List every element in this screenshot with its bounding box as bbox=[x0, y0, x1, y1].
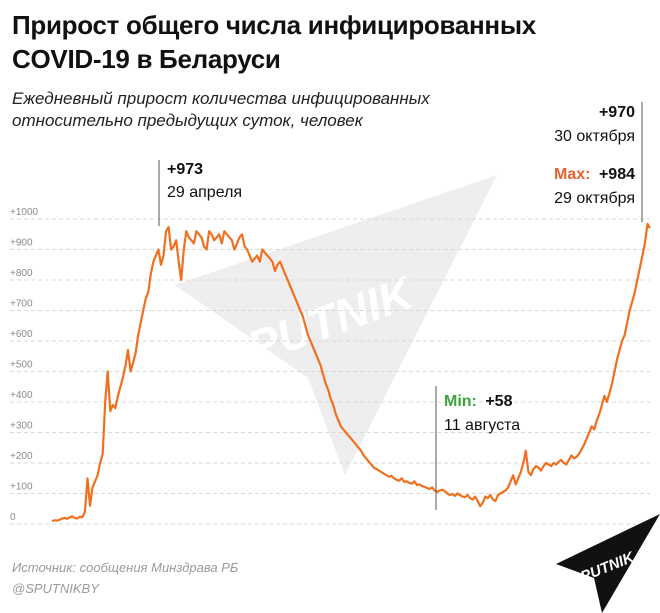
y-tick-label: +900 bbox=[10, 238, 33, 249]
last-value: +970 bbox=[599, 104, 635, 121]
max-label: Max: bbox=[554, 166, 590, 183]
series-line bbox=[51, 222, 651, 523]
y-tick-labels: 0 +100 +200 +300 +400 +500 +600 +700 +800 +900 +10… bbox=[10, 207, 39, 523]
y-tick-label: +500 bbox=[10, 360, 33, 371]
max-date: 29 октября bbox=[554, 190, 635, 207]
page-title: Прирост общего числа инфицированных COVI… bbox=[12, 10, 536, 74]
series-group bbox=[51, 222, 651, 523]
y-tick-label: +100 bbox=[10, 482, 33, 493]
y-tick-label: +200 bbox=[10, 451, 33, 462]
max-value: +984 bbox=[599, 166, 635, 183]
min-date: 11 августа bbox=[444, 417, 520, 434]
y-grid bbox=[10, 218, 650, 525]
y-tick-label: 0 bbox=[10, 512, 16, 523]
peak1-value: +973 bbox=[167, 161, 203, 178]
y-tick-label: +800 bbox=[10, 268, 33, 279]
annotations: +973 29 апреля +970 30 октября Max: +984… bbox=[158, 102, 643, 510]
last-date: 30 октября bbox=[554, 128, 635, 145]
y-tick-label: +700 bbox=[10, 299, 33, 310]
min-label: Min: bbox=[444, 393, 477, 410]
min-annotation: Min: +58 bbox=[444, 393, 513, 410]
source-block: Источник: сообщения Минздрава РБ @SPUTNI… bbox=[12, 557, 238, 599]
logo-arrow bbox=[556, 514, 660, 613]
twitter-handle: @SPUTNIKBY bbox=[12, 581, 99, 596]
sputnik-logo: SPUTNIK bbox=[556, 514, 660, 613]
y-tick-label: +400 bbox=[10, 390, 33, 401]
page-subtitle: Ежедневный прирост количества инфицирова… bbox=[12, 89, 430, 130]
y-tick-label: +1000 bbox=[10, 207, 39, 218]
y-tick-label: +600 bbox=[10, 329, 33, 340]
y-tick-label: +300 bbox=[10, 421, 33, 432]
source-note: Источник: сообщения Минздрава РБ bbox=[12, 560, 239, 575]
min-value: +58 bbox=[485, 393, 512, 410]
max-annotation: Max: +984 bbox=[554, 166, 635, 183]
peak1-date: 29 апреля bbox=[167, 184, 242, 201]
